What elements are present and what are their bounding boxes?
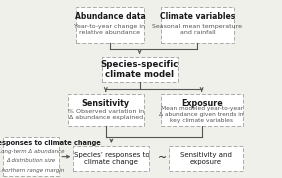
FancyBboxPatch shape bbox=[3, 137, 59, 176]
Text: Sensitivity: Sensitivity bbox=[82, 99, 130, 108]
Text: ~: ~ bbox=[158, 153, 167, 163]
FancyBboxPatch shape bbox=[76, 7, 144, 43]
FancyBboxPatch shape bbox=[169, 146, 243, 171]
Text: % Observed variation in
Δ abundance explained: % Observed variation in Δ abundance expl… bbox=[68, 109, 144, 120]
FancyBboxPatch shape bbox=[73, 146, 149, 171]
FancyBboxPatch shape bbox=[161, 7, 234, 43]
FancyBboxPatch shape bbox=[161, 94, 243, 126]
Text: Species’ responses to climate change: Species’ responses to climate change bbox=[0, 140, 101, 146]
FancyBboxPatch shape bbox=[68, 94, 144, 126]
Text: Δ distribution size: Δ distribution size bbox=[6, 158, 56, 163]
Text: Climate variables: Climate variables bbox=[160, 12, 235, 21]
Text: Seasonal mean temperature
and rainfall: Seasonal mean temperature and rainfall bbox=[152, 24, 243, 35]
Text: Abundance data: Abundance data bbox=[75, 12, 145, 21]
Text: Species-specific
climate model: Species-specific climate model bbox=[100, 60, 179, 79]
Text: Exposure: Exposure bbox=[181, 99, 222, 108]
FancyBboxPatch shape bbox=[102, 57, 178, 82]
Text: Sensitivity and
exposure: Sensitivity and exposure bbox=[180, 152, 232, 165]
Text: Year-to-year change in
relative abundance: Year-to-year change in relative abundanc… bbox=[74, 24, 146, 35]
Text: Mean modeled year-to-year
Δ abundance given trends in
key climate variables: Mean modeled year-to-year Δ abundance gi… bbox=[159, 106, 244, 122]
Text: Δ northern range margin: Δ northern range margin bbox=[0, 168, 65, 173]
Text: Species’ responses to
climate change: Species’ responses to climate change bbox=[74, 152, 149, 165]
Text: Long-term Δ abundance: Long-term Δ abundance bbox=[0, 149, 64, 154]
